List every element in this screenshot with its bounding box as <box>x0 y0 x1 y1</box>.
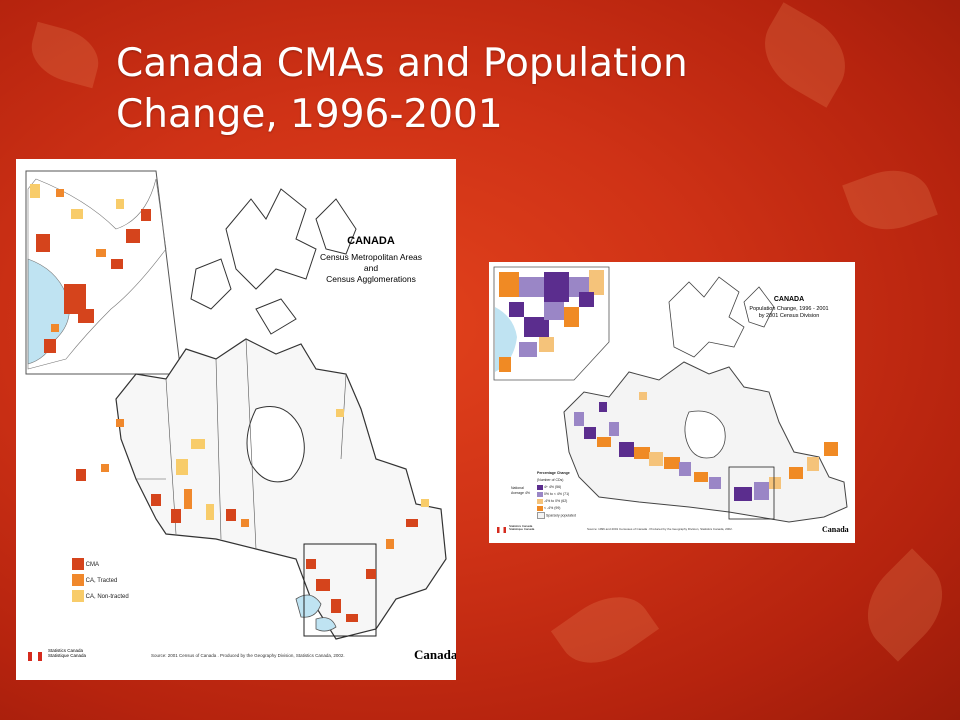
legend-label: CA, Non-tracted <box>85 594 129 600</box>
inset-lake <box>27 258 70 365</box>
legend-label: 0% to < 4% <box>543 492 562 496</box>
hudson-bay <box>246 406 305 483</box>
legend-label: Sparsely populated <box>545 513 576 518</box>
canada-wordmark: Canada <box>414 647 456 662</box>
slide-title: Canada CMAs and Population Change, 1996-… <box>116 38 876 140</box>
national-average-label: National Average 4% <box>511 486 531 495</box>
slide-title-line1: Canada CMAs and Population <box>116 41 688 86</box>
legend-swatch <box>537 498 543 504</box>
popchange-map-subtitle-line1: Population Change, 1996 - 2001 <box>749 306 829 312</box>
legend-row: Sparsely populated <box>537 512 601 519</box>
legend-label: CA, Tracted <box>85 578 118 584</box>
statcan-signature: Statistics Canada Statistique Canada <box>48 648 108 659</box>
legend-swatch <box>537 491 543 497</box>
background-leaf <box>550 579 660 681</box>
cma-map-subtitle-line2: and <box>363 263 379 273</box>
popchange-map-source: Source: 1996 and 2001 Censuses of Canada… <box>587 527 733 531</box>
legend-row-cma: CMA <box>72 557 129 573</box>
legend-label: 4+ 4% <box>543 485 555 489</box>
statcan-fr: Statistique Canada <box>509 527 535 532</box>
arctic-islands <box>668 276 775 358</box>
statcan-fr: Statistique Canada <box>48 652 87 658</box>
legend-swatch <box>537 512 545 519</box>
legend-swatch <box>537 484 543 490</box>
inset-lake <box>495 307 517 372</box>
background-leaf <box>842 158 938 242</box>
cma-patches <box>76 409 429 622</box>
legend-title: Percentage Change <box>537 471 570 475</box>
legend-rows: 4+ 4% (56) 0% to < 4% (71) -4% to 0% (62… <box>511 484 601 519</box>
legend-label: CMA <box>85 562 100 568</box>
cma-map-image: CANADA Census Metropolitan Areas and Cen… <box>16 159 456 680</box>
legend-swatch <box>72 574 84 587</box>
popchange-map-subtitle-line2: by 2001 Census Division <box>758 313 820 319</box>
province-borders <box>136 338 347 550</box>
cma-map-source: Source: 2001 Census of Canada . Produced… <box>151 653 345 658</box>
legend-label: < -4% <box>543 506 554 510</box>
statcan-en: Statistics Canada <box>48 648 84 653</box>
statcan-en: Statistics Canada <box>509 524 533 528</box>
inset-land <box>27 178 167 370</box>
statcan-signature: Statistics Canada Statistique Canada <box>509 524 549 532</box>
legend-swatch <box>537 505 543 511</box>
legend-count: (62) <box>561 499 568 503</box>
canada-flag-icon <box>28 652 42 661</box>
inset-patches <box>499 270 604 372</box>
legend-row-ca-tracted: CA, Tracted <box>72 573 129 589</box>
canada-mainland <box>115 338 447 640</box>
population-change-map-image: CANADA Population Change, 1996 - 2001 by… <box>489 262 855 543</box>
legend-label: -4% to 0% <box>543 499 561 503</box>
popchange-map-drawing <box>493 266 848 523</box>
legend-count: (71) <box>562 492 570 496</box>
great-lakes <box>295 594 337 632</box>
inset-locator-box <box>728 466 775 520</box>
legend-swatch <box>72 590 84 603</box>
legend-row-ca-nontracted: CA, Non-tracted <box>72 589 129 605</box>
legend-count: (56) <box>555 485 562 489</box>
background-leaf <box>848 548 960 662</box>
hudson-bay <box>684 410 726 459</box>
cma-map-subtitle: Census Metropolitan Areas and Census Agg… <box>296 252 446 285</box>
legend-count: (99) <box>554 506 561 510</box>
slide-title-line2: Change, 1996-2001 <box>116 92 503 137</box>
popchange-legend: Percentage Change (Number of CDs) Nation… <box>511 470 601 519</box>
canada-wordmark: Canada <box>822 525 849 534</box>
cma-map-heading: CANADA <box>347 235 395 247</box>
canada-flag-icon <box>497 527 506 533</box>
background-leaf <box>24 21 106 89</box>
legend-row: 0% to < 4% (71) <box>537 491 601 498</box>
popchange-patches <box>574 392 838 501</box>
arctic-islands <box>190 188 357 335</box>
popchange-map-heading: CANADA <box>773 296 805 303</box>
cma-map-legend: CMA CA, Tracted CA, Non-tracted <box>72 557 129 605</box>
legend-row: 4+ 4% (56) <box>537 484 601 491</box>
cma-map-subtitle-line3: Census Agglomerations <box>326 274 416 284</box>
inset-locator-box <box>303 543 377 637</box>
legend-row: -4% to 0% (62) <box>537 498 601 505</box>
legend-swatch <box>72 558 84 571</box>
popchange-map-subtitle: Population Change, 1996 - 2001 by 2001 C… <box>724 306 854 320</box>
cma-map-drawing <box>25 170 447 640</box>
inset-cma-patches <box>30 184 151 353</box>
legend-row: < -4% (99) <box>537 505 601 512</box>
legend-subtitle: (Number of CDs) <box>537 478 564 482</box>
cma-map-subtitle-line1: Census Metropolitan Areas <box>319 252 423 262</box>
